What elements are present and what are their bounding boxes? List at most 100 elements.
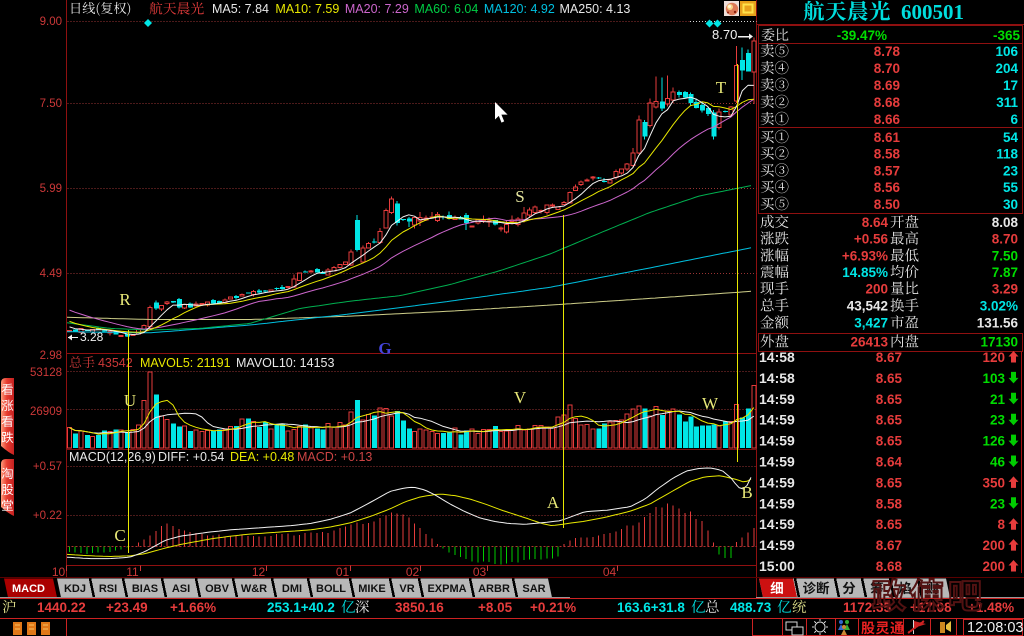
svg-text:ASI: ASI	[172, 583, 190, 595]
svg-text:17: 17	[1003, 78, 1018, 93]
svg-text:10: 10	[52, 565, 66, 579]
svg-text:7.50: 7.50	[40, 98, 62, 110]
svg-text:21: 21	[990, 392, 1006, 407]
svg-text:EXPMA: EXPMA	[427, 583, 466, 595]
svg-text:8.65: 8.65	[876, 371, 903, 386]
svg-text:-39.47%: -39.47%	[837, 28, 887, 43]
svg-text:200: 200	[865, 282, 888, 297]
svg-text:8.78: 8.78	[874, 44, 901, 59]
svg-text:: 43542: : 43542	[91, 356, 133, 370]
svg-text:+0.21%: +0.21%	[530, 600, 576, 615]
svg-text:B: B	[741, 483, 752, 502]
svg-text:8.69: 8.69	[874, 78, 900, 93]
svg-text:311: 311	[996, 95, 1018, 110]
svg-text:3.29: 3.29	[992, 282, 1018, 297]
svg-text:8.68: 8.68	[876, 559, 903, 574]
svg-text:DMI: DMI	[282, 583, 302, 595]
svg-text:12: 12	[252, 565, 266, 579]
svg-text:103: 103	[982, 371, 1005, 386]
svg-text:01: 01	[336, 565, 350, 579]
svg-text:14:58: 14:58	[759, 349, 795, 365]
svg-text:7.87: 7.87	[992, 265, 1018, 280]
svg-text:163.6+31.8: 163.6+31.8	[617, 600, 685, 615]
svg-text:MA10: 7.59: MA10: 7.59	[275, 2, 339, 16]
svg-text:MACD(12,26,9): MACD(12,26,9)	[69, 450, 156, 464]
svg-text:8.64: 8.64	[862, 215, 889, 230]
svg-text:14:59: 14:59	[759, 516, 795, 532]
svg-text:8.58: 8.58	[876, 496, 903, 511]
svg-text:MACD: MACD	[12, 583, 45, 595]
svg-text:14:59: 14:59	[759, 433, 795, 449]
svg-text:54: 54	[1003, 130, 1019, 145]
svg-text:120: 120	[982, 350, 1005, 365]
svg-text:MA20: 7.29: MA20: 7.29	[345, 2, 409, 16]
svg-text:8.61: 8.61	[874, 130, 901, 145]
svg-text:131.56: 131.56	[977, 316, 1019, 331]
svg-text:MAVOL5: 21191: MAVOL5: 21191	[140, 356, 231, 370]
svg-text:8.68: 8.68	[874, 95, 901, 110]
svg-text:14:59: 14:59	[759, 391, 795, 407]
svg-text:204: 204	[995, 61, 1018, 76]
svg-text:8.65: 8.65	[876, 392, 903, 407]
svg-text:15:00: 15:00	[759, 558, 795, 574]
svg-text:A: A	[547, 493, 560, 512]
svg-text:MIKE: MIKE	[358, 583, 386, 595]
svg-text:8.65: 8.65	[876, 434, 903, 449]
svg-text:8.65: 8.65	[876, 517, 903, 532]
svg-text:23: 23	[990, 496, 1006, 511]
svg-text:8.67: 8.67	[876, 538, 902, 553]
svg-text:17130: 17130	[980, 335, 1018, 350]
svg-text:8.65: 8.65	[876, 475, 903, 490]
svg-text:SAR: SAR	[522, 583, 545, 595]
svg-text:+0.22: +0.22	[33, 510, 62, 522]
svg-text:26909: 26909	[30, 406, 62, 418]
svg-text:T: T	[716, 78, 727, 97]
svg-text:BOLL: BOLL	[316, 583, 346, 595]
svg-text:488.73: 488.73	[730, 600, 772, 615]
svg-text:MA250: 4.13: MA250: 4.13	[560, 2, 631, 16]
svg-text:-365: -365	[993, 28, 1021, 43]
svg-text:106: 106	[995, 44, 1018, 59]
svg-text:200: 200	[982, 538, 1005, 553]
svg-text:MA120: 4.92: MA120: 4.92	[484, 2, 555, 16]
svg-text:14:59: 14:59	[759, 495, 795, 511]
svg-text:8.70: 8.70	[992, 232, 1018, 247]
svg-text:R: R	[119, 290, 131, 309]
svg-text:VR: VR	[399, 583, 414, 595]
svg-text:+6.93%: +6.93%	[842, 249, 888, 264]
svg-text:+17.08: +17.08	[910, 600, 952, 615]
svg-text:14:59: 14:59	[759, 474, 795, 490]
svg-text:14:59: 14:59	[759, 537, 795, 553]
svg-text:8.50: 8.50	[874, 197, 900, 212]
svg-text:7.50: 7.50	[992, 249, 1018, 264]
svg-text:14.85%: 14.85%	[842, 265, 888, 280]
svg-text:+0.57: +0.57	[33, 461, 62, 473]
svg-text:MAVOL10: 14153: MAVOL10: 14153	[236, 356, 334, 370]
svg-text:30: 30	[1003, 197, 1018, 212]
svg-text:8.70: 8.70	[712, 27, 737, 42]
svg-text:46: 46	[990, 455, 1006, 470]
svg-text:53128: 53128	[30, 367, 62, 379]
svg-text:KDJ: KDJ	[64, 583, 86, 595]
svg-text:4.49: 4.49	[40, 268, 62, 280]
svg-text:DIFF: +0.54: DIFF: +0.54	[158, 450, 224, 464]
svg-text:+0.56: +0.56	[854, 232, 889, 247]
svg-text:6: 6	[1010, 112, 1018, 127]
svg-text:U: U	[124, 391, 136, 410]
svg-text:43,542: 43,542	[847, 299, 888, 314]
svg-text:8.65: 8.65	[876, 413, 903, 428]
svg-text:8.57: 8.57	[874, 164, 900, 179]
svg-text:3850.16: 3850.16	[395, 600, 444, 615]
svg-text:3.28: 3.28	[80, 330, 104, 344]
svg-text:14:59: 14:59	[759, 454, 795, 470]
svg-text:9.00: 9.00	[40, 16, 62, 28]
svg-text:2.98: 2.98	[40, 350, 62, 362]
svg-text:26413: 26413	[850, 335, 888, 350]
svg-text:8.66: 8.66	[874, 112, 901, 127]
svg-text:C: C	[114, 526, 125, 545]
svg-text:8.67: 8.67	[876, 350, 902, 365]
svg-text:RSI: RSI	[99, 583, 117, 595]
svg-text:02: 02	[406, 565, 420, 579]
svg-text:MA60: 6.04: MA60: 6.04	[414, 2, 478, 16]
svg-text:5.99: 5.99	[40, 183, 62, 195]
